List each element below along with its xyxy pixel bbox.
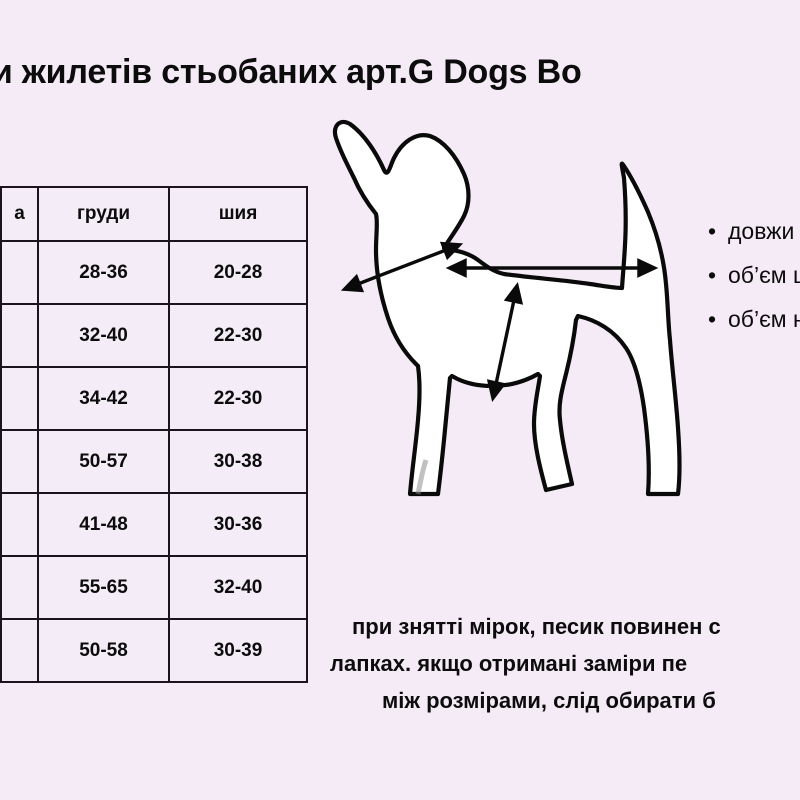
dog-outline-shape [332, 119, 682, 497]
table-row: 55-65 32-40 [0, 555, 308, 620]
cell-length [0, 429, 39, 494]
cell-neck: 30-39 [168, 618, 308, 683]
cell-length [0, 240, 39, 305]
table-row: 34-42 22-30 [0, 366, 308, 431]
cell-chest: 50-57 [37, 429, 170, 494]
list-item: об’єм широ клітин [706, 256, 800, 294]
cell-neck: 22-30 [168, 366, 308, 431]
measurement-tips-list: довжи вимір хвости об’єм широ клітин об’… [706, 212, 800, 344]
size-table: а груди шия 28-36 20-28 32-40 22-30 [0, 186, 308, 683]
cell-chest: 41-48 [37, 492, 170, 557]
cell-chest: 55-65 [37, 555, 170, 620]
dog-leg-shading [415, 459, 429, 495]
table-row: 41-48 30-36 [0, 492, 308, 557]
cell-chest: 34-42 [37, 366, 170, 431]
list-item: об’єм наши [706, 300, 800, 338]
cell-length [0, 618, 39, 683]
table-row: 50-57 30-38 [0, 429, 308, 494]
dog-illustration [318, 108, 704, 512]
table-header-row: а груди шия [0, 186, 308, 242]
bottom-note-line-2: лапках. якщо отримані заміри пе [330, 651, 688, 676]
bottom-note: при знятті мірок, песик повинен с лапках… [330, 608, 800, 719]
page-title: іри жилетів стьобаних арт.G Dogs Bo [0, 53, 582, 91]
cell-length [0, 492, 39, 557]
cell-chest: 50-58 [37, 618, 170, 683]
cell-neck: 30-38 [168, 429, 308, 494]
cell-length [0, 303, 39, 368]
table-row: 28-36 20-28 [0, 240, 308, 305]
cell-length [0, 366, 39, 431]
size-table-container: а груди шия 28-36 20-28 32-40 22-30 [0, 186, 308, 683]
neck-measure-arrow [340, 241, 464, 293]
bottom-note-line-1: при знятті мірок, песик повинен с [352, 614, 721, 639]
cell-neck: 20-28 [168, 240, 308, 305]
bottom-note-line-3: між розмірами, слід обирати б [382, 688, 716, 713]
cell-chest: 28-36 [37, 240, 170, 305]
cell-chest: 32-40 [37, 303, 170, 368]
cell-neck: 22-30 [168, 303, 308, 368]
chest-girth-measure-arrow [486, 282, 524, 402]
column-header-chest: груди [37, 186, 170, 242]
column-header-neck: шия [168, 186, 308, 242]
cell-neck: 30-36 [168, 492, 308, 557]
column-header-length: а [0, 186, 39, 242]
cell-length [0, 555, 39, 620]
table-row: 50-58 30-39 [0, 618, 308, 683]
list-item: довжи вимір хвости [706, 212, 800, 250]
table-row: 32-40 22-30 [0, 303, 308, 368]
cell-neck: 32-40 [168, 555, 308, 620]
